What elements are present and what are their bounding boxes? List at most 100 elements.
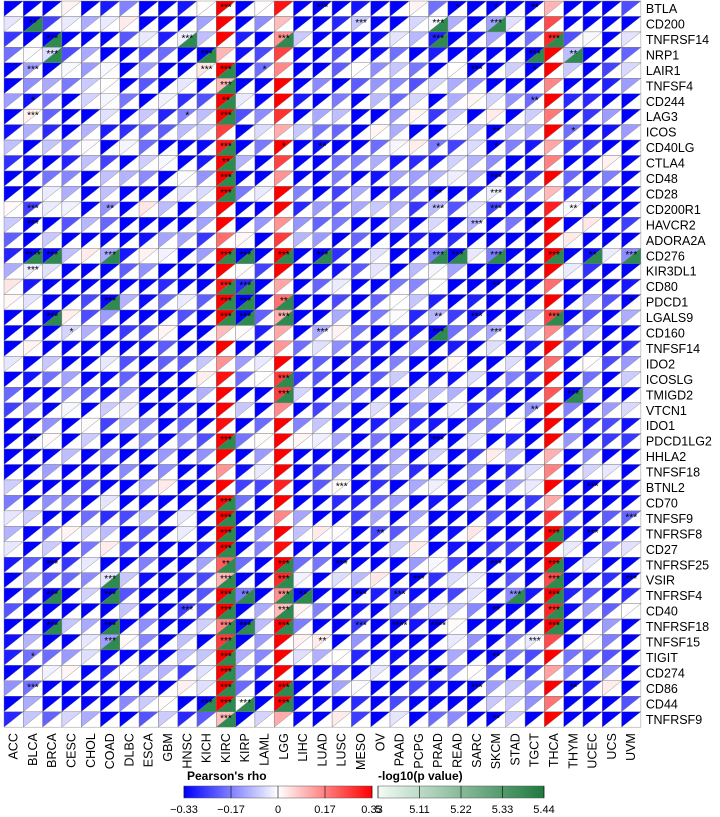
significance-marker: *** — [452, 250, 464, 261]
significance-marker: *** — [548, 33, 560, 44]
significance-marker: *** — [548, 559, 560, 570]
cell-diagonal — [505, 232, 526, 249]
cell-diagonal — [158, 16, 178, 33]
significance-marker: *** — [220, 435, 232, 446]
cell-diagonal — [119, 124, 140, 141]
cell-diagonal — [582, 93, 603, 110]
cell-diagonal — [23, 232, 43, 249]
cell-diagonal — [428, 31, 449, 48]
cell-diagonal — [370, 278, 391, 295]
significance-marker: ** — [319, 142, 327, 153]
cell-diagonal — [254, 201, 275, 218]
cell-diagonal — [563, 47, 584, 63]
significance-marker: *** — [490, 203, 502, 214]
cell-diagonal — [235, 124, 256, 141]
significance-marker: *** — [46, 250, 58, 261]
cell-diagonal — [42, 93, 63, 110]
cell-diagonal — [486, 124, 506, 141]
cell-diagonal — [158, 248, 178, 264]
cell-diagonal — [602, 93, 622, 110]
cell-diagonal — [138, 108, 159, 125]
cell-diagonal — [409, 139, 429, 156]
cell-diagonal — [467, 263, 487, 280]
cell-diagonal — [293, 108, 313, 125]
cell-diagonal — [3, 139, 24, 156]
cell-diagonal — [389, 263, 410, 280]
cell-diagonal — [621, 0, 642, 17]
cell-diagonal — [3, 62, 24, 79]
cell-diagonal — [235, 217, 256, 233]
cell-diagonal — [293, 217, 313, 233]
significance-marker: * — [70, 327, 74, 338]
cell-diagonal — [196, 186, 217, 203]
cell-diagonal — [582, 78, 603, 94]
significance-marker: *** — [278, 250, 290, 261]
significance-marker: *** — [27, 111, 39, 122]
cell-diagonal — [100, 62, 120, 79]
cell-diagonal — [42, 16, 63, 33]
cell-diagonal — [312, 47, 333, 63]
cell-diagonal — [119, 16, 140, 33]
p-triangle — [81, 124, 101, 141]
significance-marker: *** — [220, 543, 232, 554]
cell-diagonal — [3, 232, 24, 249]
cell-diagonal — [428, 124, 449, 141]
cell-diagonal — [331, 155, 352, 172]
cell-diagonal — [505, 155, 526, 172]
cell-diagonal — [389, 139, 410, 156]
cell-diagonal — [3, 248, 24, 264]
cell-diagonal — [389, 47, 410, 63]
cell-diagonal — [177, 47, 198, 63]
cell-diagonal — [42, 217, 63, 233]
cell-diagonal — [351, 62, 371, 79]
cell-diagonal — [312, 62, 333, 79]
cell-diagonal — [254, 155, 275, 172]
cell-diagonal — [602, 78, 622, 94]
cell-diagonal — [389, 93, 410, 110]
cell-diagonal — [621, 108, 642, 125]
cell-diagonal — [331, 201, 352, 218]
cell-diagonal — [621, 16, 642, 33]
cell-diagonal — [467, 16, 487, 33]
cell-diagonal — [216, 31, 236, 48]
cell-diagonal — [177, 0, 198, 17]
cell-diagonal — [621, 201, 642, 218]
cell-diagonal — [312, 155, 333, 172]
cell-diagonal — [563, 263, 584, 280]
cell-diagonal — [544, 31, 564, 48]
cell-diagonal — [428, 16, 449, 33]
cell-diagonal — [602, 139, 622, 156]
cell-diagonal — [621, 93, 642, 110]
p-triangle — [139, 124, 159, 141]
cell-diagonal — [428, 232, 449, 249]
cell-diagonal — [331, 62, 352, 79]
cell-diagonal — [42, 139, 63, 156]
cell-diagonal — [235, 78, 256, 94]
cell-diagonal — [582, 186, 603, 203]
significance-marker: *** — [220, 142, 232, 153]
significance-marker: * — [31, 95, 35, 106]
cell-diagonal — [331, 186, 352, 203]
p-triangle — [197, 124, 217, 141]
cell-diagonal — [3, 108, 24, 125]
cell-diagonal — [293, 62, 313, 79]
significance-marker: *** — [317, 327, 329, 338]
cell-diagonal — [138, 0, 159, 17]
cell-diagonal — [274, 139, 294, 156]
cell-diagonal — [409, 108, 429, 125]
cell-diagonal — [61, 263, 82, 280]
cell-diagonal — [582, 170, 603, 187]
significance-marker: *** — [220, 64, 232, 75]
cell-diagonal — [42, 124, 63, 141]
cell-diagonal — [177, 62, 198, 79]
cell-diagonal — [351, 201, 371, 218]
cell-diagonal — [331, 78, 352, 94]
cell-diagonal — [370, 47, 391, 63]
cell-diagonal — [389, 0, 410, 17]
significance-marker: * — [494, 3, 498, 14]
cell-diagonal — [447, 124, 468, 141]
cell-diagonal — [563, 62, 584, 79]
cell-diagonal — [81, 248, 101, 264]
cell-diagonal — [331, 124, 352, 141]
cell-diagonal — [235, 47, 256, 63]
